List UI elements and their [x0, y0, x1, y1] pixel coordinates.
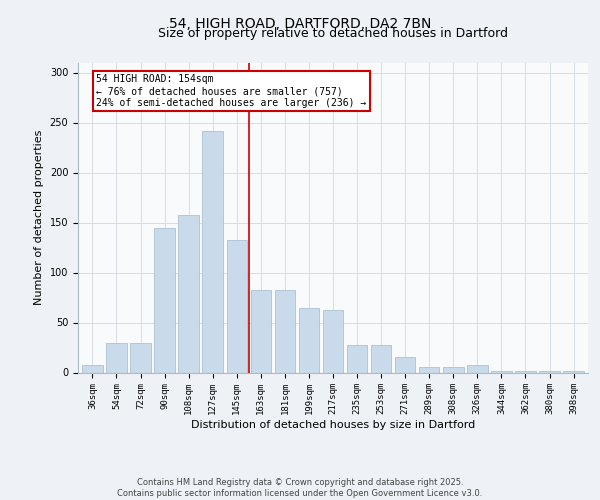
Text: 54, HIGH ROAD, DARTFORD, DA2 7BN: 54, HIGH ROAD, DARTFORD, DA2 7BN: [169, 18, 431, 32]
Bar: [178, 214, 199, 372]
Bar: [467, 364, 488, 372]
Bar: [227, 240, 247, 372]
Bar: [130, 342, 151, 372]
Bar: [154, 228, 175, 372]
Title: Size of property relative to detached houses in Dartford: Size of property relative to detached ho…: [158, 28, 508, 40]
X-axis label: Distribution of detached houses by size in Dartford: Distribution of detached houses by size …: [191, 420, 475, 430]
Bar: [106, 342, 127, 372]
Bar: [539, 370, 560, 372]
Bar: [82, 364, 103, 372]
Bar: [347, 344, 367, 372]
Bar: [275, 290, 295, 372]
Bar: [443, 366, 464, 372]
Bar: [395, 356, 415, 372]
Bar: [323, 310, 343, 372]
Bar: [371, 344, 391, 372]
Bar: [202, 130, 223, 372]
Bar: [563, 370, 584, 372]
Bar: [251, 290, 271, 372]
Bar: [515, 370, 536, 372]
Bar: [299, 308, 319, 372]
Text: 54 HIGH ROAD: 154sqm
← 76% of detached houses are smaller (757)
24% of semi-deta: 54 HIGH ROAD: 154sqm ← 76% of detached h…: [96, 74, 366, 108]
Bar: [419, 366, 439, 372]
Bar: [491, 370, 512, 372]
Text: Contains HM Land Registry data © Crown copyright and database right 2025.
Contai: Contains HM Land Registry data © Crown c…: [118, 478, 482, 498]
Y-axis label: Number of detached properties: Number of detached properties: [34, 130, 44, 305]
